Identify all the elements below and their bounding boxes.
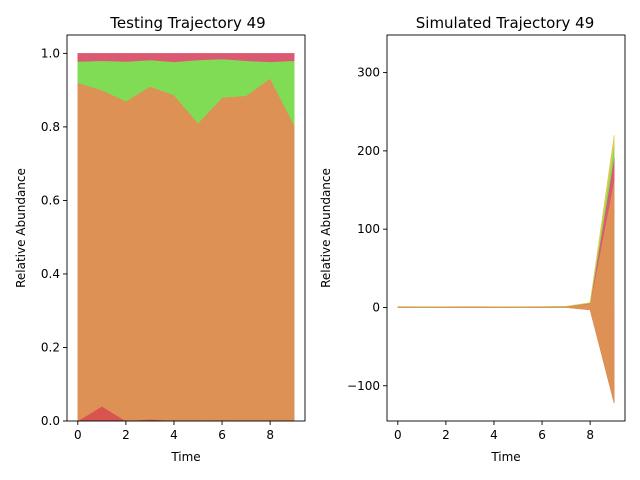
y-tick-label: 0.8 (41, 120, 60, 134)
stacked-areas (397, 135, 615, 404)
chart-title: Simulated Trajectory 49 (416, 14, 594, 32)
y-tick-label: 100 (357, 222, 380, 236)
y-tick-label: 200 (357, 144, 380, 158)
testing-trajectory-panel: Testing Trajectory 49 0 2 4 6 8 0.0 0.2 0.4 0.6… (14, 14, 306, 464)
y-tick-label: 0 (372, 300, 380, 314)
x-tick-label: 4 (170, 428, 178, 442)
y-axis-label: Relative Abundance (14, 168, 28, 288)
y-tick-label: 0.4 (41, 267, 60, 281)
y-tick-label: 0.6 (41, 193, 60, 207)
area-series-1 (77, 77, 295, 422)
axes-frame (66, 34, 306, 422)
y-axis-ticks: 0.0 0.2 0.4 0.6 0.8 1.0 (41, 46, 67, 428)
x-axis-ticks: 0 2 4 6 8 (74, 421, 274, 442)
y-axis-ticks: −100 0 100 200 300 (347, 66, 387, 393)
x-tick-label: 6 (218, 428, 226, 442)
x-tick-label: 2 (122, 428, 130, 442)
x-tick-label: 0 (394, 428, 402, 442)
x-axis-ticks: 0 2 4 6 8 (394, 421, 594, 442)
axes-frame (386, 34, 626, 422)
x-tick-label: 8 (266, 428, 274, 442)
x-tick-label: 2 (442, 428, 450, 442)
y-tick-label: 1.0 (41, 46, 60, 60)
x-axis-label: Time (490, 450, 520, 464)
y-tick-label: 0.2 (41, 340, 60, 354)
x-tick-label: 8 (586, 428, 594, 442)
stacked-areas (76, 53, 295, 422)
y-axis-label: Relative Abundance (319, 168, 333, 288)
y-tick-label: 0.0 (41, 414, 60, 428)
area-series-3 (77, 53, 295, 63)
x-tick-label: 0 (74, 428, 82, 442)
y-tick-label: 300 (357, 66, 380, 80)
area-series-4 (397, 135, 615, 308)
x-tick-label: 4 (490, 428, 498, 442)
chart-title: Testing Trajectory 49 (109, 14, 265, 32)
x-axis-label: Time (170, 450, 200, 464)
y-tick-label: −100 (347, 379, 380, 393)
x-tick-label: 6 (538, 428, 546, 442)
simulated-trajectory-panel: Simulated Trajectory 49 0 2 4 6 8 −100 0 100 20… (319, 14, 626, 464)
